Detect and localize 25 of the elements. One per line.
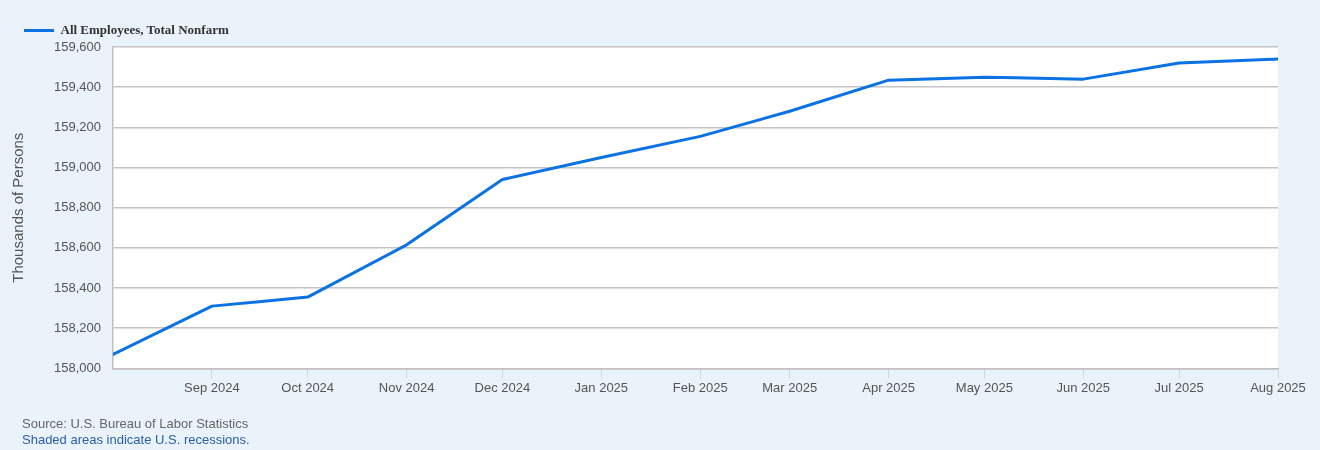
y-tick-label: 159,000 (54, 159, 101, 175)
y-axis-title: Thousands of Persons (9, 132, 27, 283)
x-tick-label: Nov 2024 (378, 379, 435, 395)
y-tick-label: 158,600 (54, 239, 101, 255)
y-tick-label: 159,200 (54, 118, 101, 134)
x-tick-label: Aug 2025 (1250, 379, 1306, 395)
x-tick-label: Jul 2025 (1154, 379, 1204, 395)
legend-label: All Employees, Total Nonfarm (60, 21, 229, 37)
x-tick-label: Jun 2025 (1056, 379, 1111, 395)
x-tick-label: Mar 2025 (762, 379, 818, 395)
y-tick-label: 158,200 (54, 319, 101, 335)
text: Shaded areas indicate U.S. recessions. (22, 432, 250, 448)
x-tick-label: Dec 2024 (474, 379, 531, 395)
x-tick-label: Oct 2024 (281, 379, 335, 395)
y-tick-label: 158,400 (54, 279, 101, 295)
y-tick-label: 158,800 (54, 199, 101, 215)
x-tick-label: May 2025 (955, 379, 1013, 395)
y-tick-label: 159,600 (54, 38, 101, 54)
y-tick-label: 158,000 (54, 359, 101, 375)
x-tick-label: Apr 2025 (862, 379, 915, 395)
x-tick-label: Jan 2025 (574, 379, 629, 395)
x-tick-label: Sep 2024 (184, 379, 240, 395)
source-note: Source: U.S. Bureau of Labor Statistics (22, 416, 250, 432)
x-tick-label: Feb 2025 (672, 379, 728, 395)
y-tick-label: 159,400 (54, 78, 101, 94)
